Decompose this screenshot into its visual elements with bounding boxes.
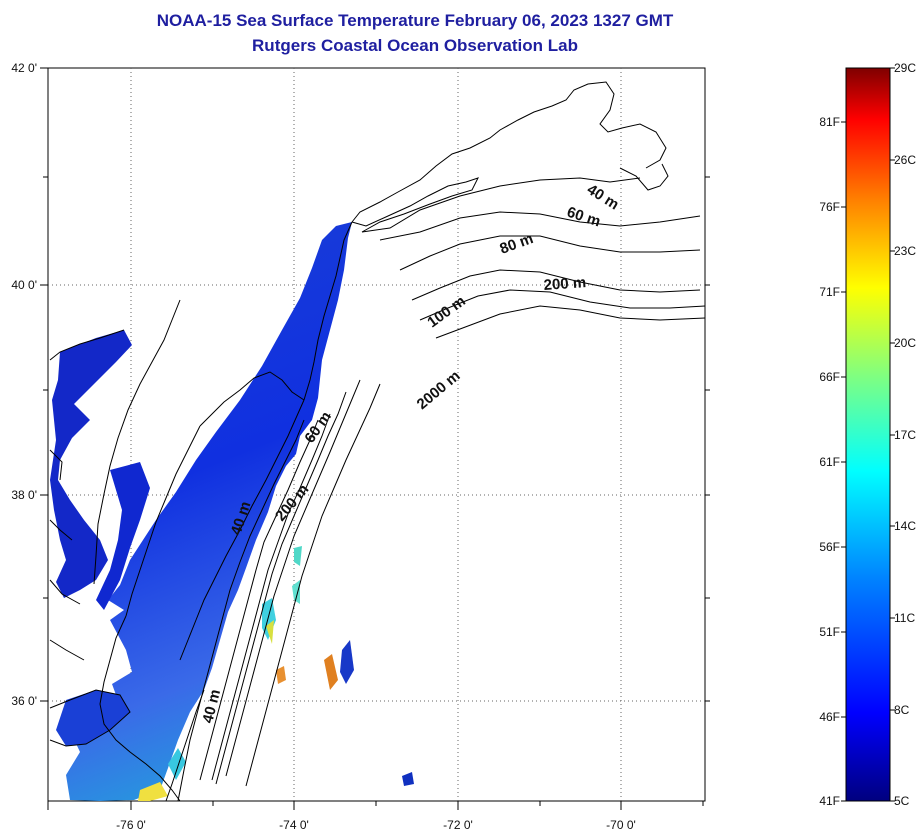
coastline-longisland	[351, 177, 479, 233]
y-tick-label: 36 0'	[11, 694, 37, 708]
sst-data-layer	[50, 222, 414, 801]
colorbar-c-label: 8C	[894, 703, 910, 717]
y-tick-label: 38 0'	[11, 488, 37, 502]
graticule	[48, 68, 705, 801]
colorbar-c-label: 20C	[894, 336, 916, 350]
temperature-colorbar: 29C 26C 23C 20C 17C 14C 11C 8C 5C 81F 76…	[819, 61, 916, 808]
contour-200m	[225, 289, 706, 777]
coastline-layer	[49, 81, 669, 802]
tick-marks	[40, 67, 710, 810]
coastline-newjersey	[303, 221, 353, 401]
contour-label-80m: 80 m	[498, 230, 536, 258]
x-tick-label: -76 0'	[116, 818, 146, 832]
colorbar-c-label: 29C	[894, 61, 916, 75]
colorbar-f-label: 46F	[819, 710, 840, 724]
contour-60m	[199, 211, 701, 781]
colorbar-f-label: 81F	[819, 115, 840, 129]
sst-patch-orange-2	[276, 666, 286, 684]
sst-bay-central	[96, 462, 150, 610]
coastline-outer-banks	[165, 689, 205, 802]
colorbar-c-label: 5C	[894, 794, 910, 808]
colorbar-f-label: 56F	[819, 540, 840, 554]
contour-label-2000m: 2000 m	[414, 367, 464, 413]
coastline-delaware-bay	[199, 371, 305, 427]
sst-patch-cyan-2	[294, 546, 302, 566]
sst-patch-orange	[324, 654, 338, 690]
contour-label-200m-south: 200 m	[272, 481, 312, 525]
coastline-northeast	[351, 81, 667, 223]
contour-2000m	[245, 305, 706, 787]
x-tick-label: -74 0'	[279, 818, 309, 832]
sst-swath-main	[66, 222, 352, 801]
sst-bay-west	[50, 330, 132, 598]
y-tick-label: 40 0'	[11, 278, 37, 292]
coastline-western-rivers	[49, 329, 125, 661]
bathymetry-contours	[177, 177, 706, 802]
sst-patch-blue-1	[340, 640, 354, 684]
colorbar-f-label: 71F	[819, 285, 840, 299]
sst-patch-yellow	[266, 620, 274, 644]
coastline-virginia	[99, 615, 181, 802]
contour-40m	[177, 177, 641, 802]
contour-label-200m-north: 200 m	[543, 274, 587, 294]
map-subtitle: Rutgers Coastal Ocean Observation Lab	[252, 36, 578, 55]
x-tick-label: -70 0'	[606, 818, 636, 832]
colorbar-f-label: 66F	[819, 370, 840, 384]
colorbar-f-label: 76F	[819, 200, 840, 214]
x-tick-label: -72 0'	[443, 818, 473, 832]
sst-patch-blue-2	[402, 772, 414, 786]
sst-warm-edge	[138, 782, 168, 801]
colorbar-c-label: 26C	[894, 153, 916, 167]
contour-label-40m-north: 40 m	[584, 181, 622, 214]
contour-label-100m: 100 m	[424, 292, 468, 331]
colorbar-f-label: 51F	[819, 625, 840, 639]
coastline-chesapeake-west	[93, 299, 181, 585]
y-tick-label: 42 0'	[11, 61, 37, 75]
contour-80m	[211, 235, 701, 781]
map-title: NOAA-15 Sea Surface Temperature February…	[156, 11, 674, 30]
colorbar-f-label: 41F	[819, 794, 840, 808]
coastline-sounds	[49, 689, 131, 747]
sst-sound-south	[56, 690, 130, 746]
coastline-chesapeake-east	[125, 425, 201, 617]
contour-label-60m-north: 60 m	[565, 204, 603, 231]
x-axis-labels: -76 0' -74 0' -72 0' -70 0'	[116, 818, 636, 832]
colorbar-gradient	[845, 67, 891, 802]
sst-patch-cyan-3	[292, 580, 300, 604]
colorbar-c-label: 23C	[894, 244, 916, 258]
colorbar-c-label: 11C	[894, 611, 915, 625]
coastline-capecod	[619, 163, 669, 191]
colorbar-c-label: 17C	[894, 428, 916, 442]
colorbar-c-label: 14C	[894, 519, 916, 533]
y-axis-labels: 42 0' 40 0' 38 0' 36 0'	[11, 61, 37, 708]
colorbar-f-label: 61F	[819, 455, 840, 469]
coastline-delmarva	[179, 399, 305, 661]
contour-100m	[215, 269, 701, 785]
